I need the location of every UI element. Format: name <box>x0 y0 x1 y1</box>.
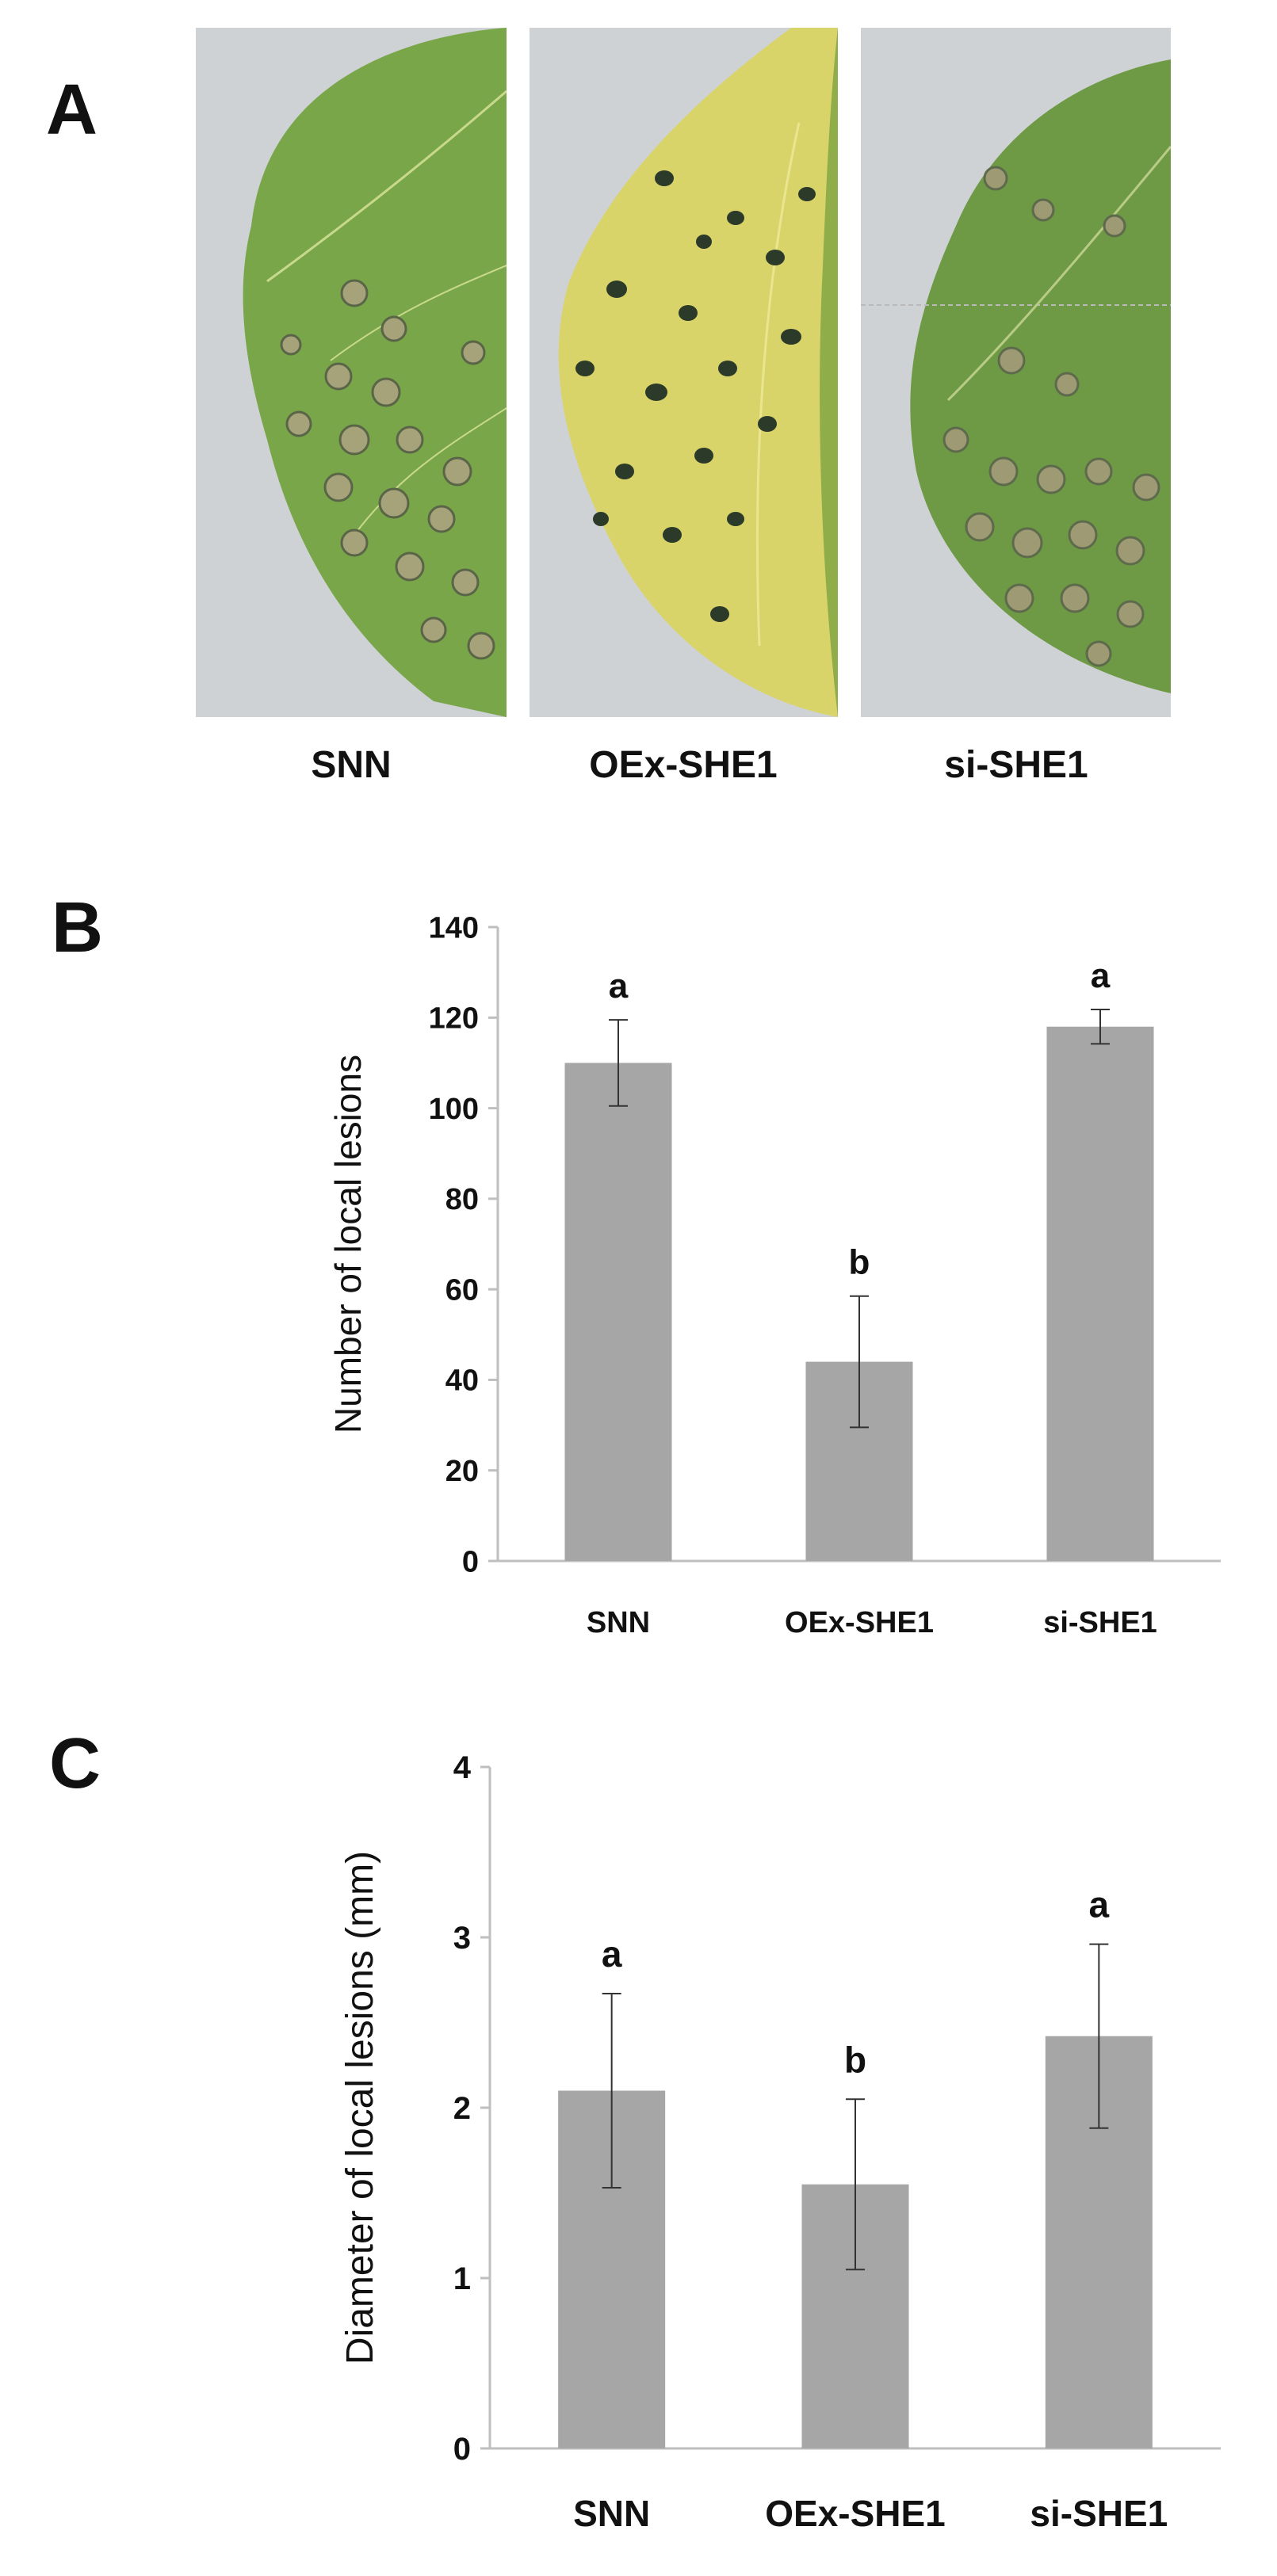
bar <box>564 1063 672 1561</box>
significance-letter: a <box>1091 956 1111 995</box>
y-tick-label: 80 <box>445 1183 479 1216</box>
x-category-label: OEx-SHE1 <box>785 1606 934 1639</box>
y-tick-label: 3 <box>453 1921 471 1956</box>
y-tick-label: 4 <box>453 1750 472 1785</box>
x-category-label: si-SHE1 <box>1043 1606 1157 1639</box>
significance-letter: a <box>602 1933 622 1975</box>
panel-letter-c: C <box>49 1724 101 1803</box>
y-tick-label: 100 <box>429 1093 479 1126</box>
panel-letter-a: A <box>46 71 97 150</box>
x-category-label: OEx-SHE1 <box>765 2493 946 2534</box>
y-tick-label: 60 <box>445 1273 479 1307</box>
y-axis-title: Number of local lesions <box>327 1055 369 1433</box>
y-tick-label: 1 <box>453 2261 471 2296</box>
leaf-photo-snn <box>196 28 507 717</box>
panel-letter-b: B <box>52 888 103 967</box>
significance-letter: b <box>844 2039 866 2080</box>
y-tick-label: 120 <box>429 1002 479 1036</box>
y-tick-label: 20 <box>445 1455 479 1488</box>
y-tick-label: 2 <box>453 2091 471 2126</box>
significance-letter: b <box>849 1243 870 1282</box>
x-category-label: SNN <box>573 2493 650 2534</box>
chart-lesion-diameter: 0 1 2 3 4 Diameter of local lesions (mm) a SNN b… <box>339 1750 1221 2534</box>
leaf-photo-si-she1 <box>861 28 1171 717</box>
significance-letter: a <box>609 967 629 1006</box>
photo-caption-oex-she1: OEx-SHE1 <box>589 744 778 786</box>
y-tick-label: 40 <box>445 1364 479 1398</box>
y-tick-label: 0 <box>462 1545 479 1578</box>
leaf-photo-oex-she1 <box>530 28 838 717</box>
bar <box>1046 1026 1154 1561</box>
chart-lesion-number: 0 20 40 60 80 100 120 140 Number of local lesion… <box>327 911 1221 1639</box>
y-axis-title: Diameter of local lesions (mm) <box>339 1851 381 2364</box>
y-tick-label: 0 <box>453 2432 471 2467</box>
photo-caption-si-she1: si-SHE1 <box>944 744 1088 786</box>
x-category-label: SNN <box>587 1606 650 1639</box>
y-tick-label: 140 <box>429 911 479 945</box>
x-category-label: si-SHE1 <box>1030 2493 1168 2534</box>
significance-letter: a <box>1089 1884 1110 1925</box>
photo-caption-snn: SNN <box>311 744 392 786</box>
